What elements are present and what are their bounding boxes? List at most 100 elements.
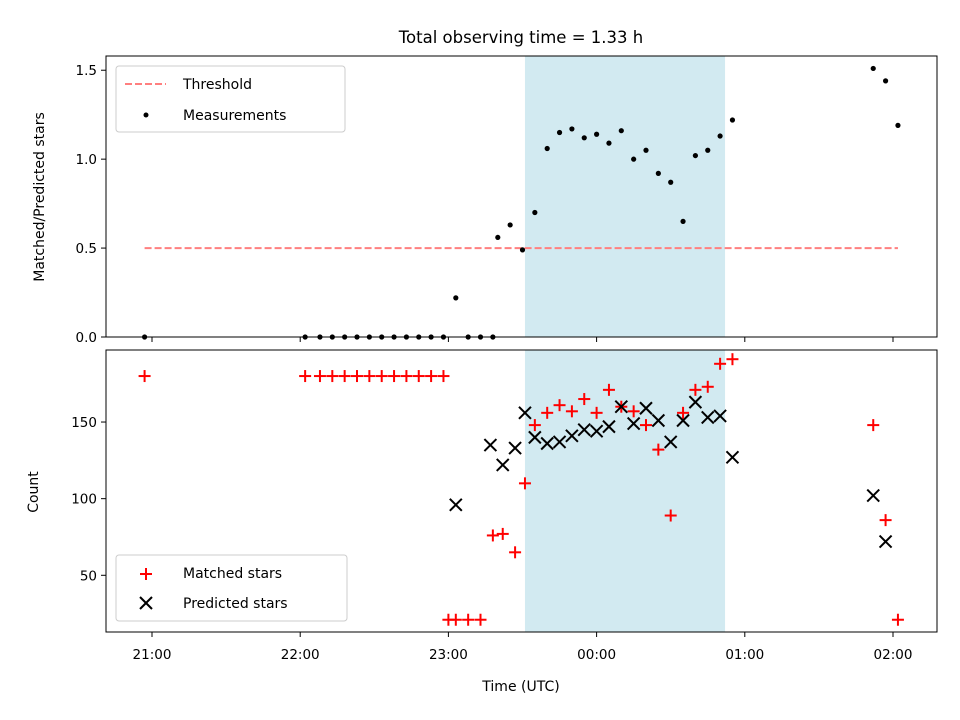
x-tick-label: 22:00 (281, 647, 320, 663)
measurement-point (692, 152, 699, 159)
predicted-star-point (614, 399, 629, 414)
measurement-point (680, 218, 686, 224)
bottom-y-tick-label: 100 (71, 492, 97, 508)
matched-star-point (652, 443, 665, 456)
top-legend: Threshold Measurements (115, 65, 346, 133)
matched-star-point (701, 380, 714, 393)
matched-star-point (462, 613, 475, 626)
predicted-star-point (663, 435, 678, 449)
matched-star-point (363, 370, 376, 383)
measurement-point (631, 156, 637, 162)
matched-star-point (867, 419, 880, 432)
bottom-y-axis-label: Count (26, 471, 42, 513)
matched-star-point (602, 383, 615, 396)
legend-predicted-swatch (139, 596, 153, 610)
legend-measurements-swatch (143, 112, 149, 118)
bottom-y-tick-label: 50 (80, 568, 97, 584)
top-y-tick-label: 1.0 (76, 152, 97, 168)
predicted-star-point (540, 436, 554, 451)
matched-star-point (578, 393, 591, 406)
measurement-point (532, 209, 538, 216)
predicted-star-point (602, 419, 616, 434)
measurement-point (507, 222, 513, 228)
matched-star-point (553, 399, 566, 412)
chart-title: Total observing time = 1.33 h (398, 28, 643, 47)
legend-threshold-label: Threshold (182, 77, 252, 93)
matched-star-point (400, 370, 413, 383)
measurement-point (495, 234, 501, 241)
predicted-star-point (866, 488, 880, 503)
x-axis-label: Time (UTC) (481, 679, 559, 695)
matched-star-point (714, 357, 727, 370)
legend-predicted-label: Predicted stars (183, 596, 288, 612)
bottom-legend-box (115, 554, 348, 622)
predicted-star-point (651, 413, 666, 428)
predicted-star-point (878, 534, 893, 549)
matched-star-point (486, 529, 499, 542)
measurement-point (655, 170, 661, 176)
measurement-point (594, 131, 600, 137)
predicted-star-point (518, 406, 532, 420)
top-panel: 0.0 0.5 1.0 1.5 Matched/Predicted stars Thr… (32, 55, 938, 346)
predicted-star-point (688, 395, 703, 409)
top-x-ticks (151, 337, 894, 342)
matched-star-point (677, 406, 690, 419)
predicted-star-point (725, 450, 740, 464)
matched-star-point (726, 353, 739, 366)
matched-star-point (449, 613, 462, 626)
x-tick-label: 21:00 (133, 647, 172, 663)
matched-star-point (528, 419, 541, 432)
matched-star-point (375, 370, 388, 383)
matched-star-point (474, 613, 487, 626)
matched-star-point (891, 613, 904, 626)
predicted-star-point (508, 441, 522, 455)
measurement-point (544, 145, 550, 152)
measurement-point (606, 140, 612, 146)
matched-star-point (496, 527, 509, 540)
matched-star-point (689, 383, 702, 396)
measurement-point (882, 78, 889, 84)
legend-matched-label: Matched stars (183, 566, 282, 582)
top-y-tick-label: 0.5 (76, 241, 97, 257)
predicted-star-point (496, 458, 510, 472)
predicted-star-point (589, 424, 604, 438)
matched-star-point (590, 406, 603, 419)
matched-star-point (326, 370, 339, 383)
top-data-marks (141, 65, 901, 340)
x-tick-label: 23:00 (429, 647, 468, 663)
predicted-star-point (577, 422, 591, 437)
top-y-tick-label: 0.0 (76, 330, 97, 346)
predicted-star-point (449, 498, 463, 512)
bottom-x-axis: 21:00 22:00 23:00 00:00 01:00 02:00 (133, 632, 913, 663)
measurement-point (870, 65, 876, 72)
matched-star-point (313, 370, 326, 383)
matched-star-point (541, 406, 554, 419)
predicted-star-point (552, 435, 567, 449)
top-y-axis: 0.0 0.5 1.0 1.5 (76, 63, 106, 346)
matched-star-point (664, 509, 677, 522)
measurement-point (643, 147, 649, 153)
matched-star-point (565, 405, 578, 418)
top-legend-box (115, 65, 346, 133)
matched-star-point (509, 546, 522, 559)
matched-star-point (425, 370, 438, 383)
predicted-star-point (676, 413, 690, 428)
matched-star-point (299, 370, 312, 383)
matched-star-point (879, 514, 892, 527)
bottom-legend: Matched stars Predicted stars (115, 554, 348, 622)
predicted-star-point (483, 438, 498, 452)
matched-star-point (627, 405, 640, 418)
matched-star-point (640, 419, 652, 432)
x-tick-label: 01:00 (725, 647, 764, 663)
bottom-y-tick-label: 150 (71, 415, 97, 431)
measurement-point (581, 135, 587, 141)
predicted-star-point (626, 416, 641, 431)
measurement-point (569, 126, 575, 132)
x-tick-label: 02:00 (874, 647, 913, 663)
measurement-point (729, 117, 736, 123)
predicted-star-point (528, 430, 542, 445)
predicted-star-point (713, 409, 727, 423)
matched-star-point (518, 477, 531, 490)
measurement-point (519, 247, 526, 253)
